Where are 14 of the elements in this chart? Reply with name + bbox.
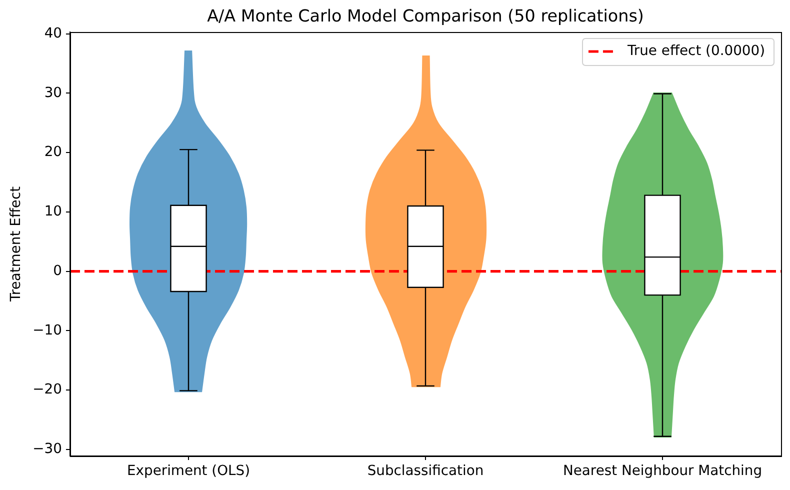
y-tick-label: 30 <box>44 84 62 101</box>
x-tick-label: Subclassification <box>367 462 484 479</box>
x-tick-label: Nearest Neighbour Matching <box>562 462 762 479</box>
y-tick-label: −20 <box>32 382 62 398</box>
y-tick-label: 0 <box>53 262 62 279</box>
chart-title: A/A Monte Carlo Model Comparison (50 replications) <box>207 5 644 26</box>
y-tick-label: 40 <box>44 25 62 42</box>
y-tick-label: 10 <box>44 204 62 220</box>
x-tick-label: Experiment (OLS) <box>126 462 250 479</box>
y-axis-title: Treatment Effect <box>8 186 24 303</box>
y-tick-label: −30 <box>32 441 62 458</box>
legend-label: True effect (0.0000) <box>626 43 766 60</box>
y-tick-label: −10 <box>32 322 62 338</box>
y-tick-label: 20 <box>44 144 62 160</box>
